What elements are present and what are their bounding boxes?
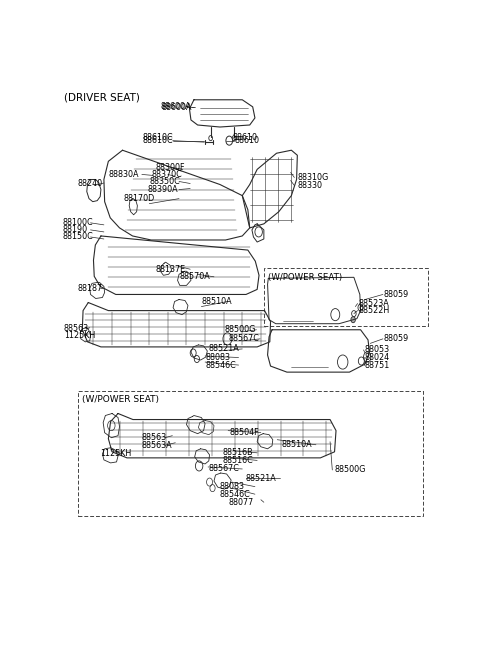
Text: 88310G: 88310G	[297, 173, 329, 182]
Text: 88059: 88059	[384, 334, 409, 343]
Text: 88240: 88240	[78, 179, 103, 187]
Text: 88567C: 88567C	[228, 334, 259, 343]
Text: 88059: 88059	[384, 290, 409, 299]
Text: 88137E: 88137E	[155, 265, 185, 274]
Text: 88083: 88083	[220, 482, 245, 491]
Circle shape	[351, 316, 355, 323]
Text: 88521A: 88521A	[245, 474, 276, 483]
Text: 88563: 88563	[64, 324, 89, 333]
Text: 88150C: 88150C	[63, 233, 94, 242]
Text: 88504F: 88504F	[229, 428, 259, 437]
Text: 88024: 88024	[364, 353, 389, 362]
Text: 88330: 88330	[297, 181, 323, 190]
Text: 88521A: 88521A	[209, 345, 240, 354]
Text: 88563: 88563	[142, 433, 167, 442]
Text: 88516B: 88516B	[222, 448, 253, 457]
Text: 88830A: 88830A	[108, 170, 139, 179]
Text: 88390A: 88390A	[147, 185, 178, 194]
Text: 88370C: 88370C	[152, 170, 182, 179]
Text: 88077: 88077	[229, 498, 254, 507]
Text: 1125KH: 1125KH	[100, 449, 132, 458]
Text: 88510A: 88510A	[202, 297, 232, 306]
Text: 88053: 88053	[364, 345, 389, 354]
Text: 88546C: 88546C	[220, 490, 251, 498]
Text: 88567C: 88567C	[208, 464, 239, 474]
Text: 88610C: 88610C	[143, 132, 173, 141]
Text: 88522H: 88522H	[359, 306, 390, 315]
Text: 88500G: 88500G	[225, 326, 256, 334]
Text: 88100C: 88100C	[63, 218, 94, 227]
Text: 88350C: 88350C	[149, 177, 180, 186]
Text: (W/POWER SEAT): (W/POWER SEAT)	[83, 396, 159, 404]
Text: 1125KH: 1125KH	[64, 331, 95, 341]
Text: 88500G: 88500G	[335, 466, 366, 474]
Text: 88563A: 88563A	[142, 441, 172, 450]
Text: 88523A: 88523A	[359, 299, 389, 308]
Text: (W/POWER SEAT): (W/POWER SEAT)	[268, 272, 342, 282]
Text: 88570A: 88570A	[179, 272, 210, 281]
Text: 88300F: 88300F	[156, 163, 185, 172]
Text: 88190: 88190	[63, 225, 88, 234]
Text: 88187: 88187	[78, 284, 103, 293]
Text: 88751: 88751	[364, 360, 390, 369]
Text: 88170D: 88170D	[123, 194, 155, 203]
Text: 88600A: 88600A	[160, 102, 191, 111]
Text: 88510A: 88510A	[282, 440, 312, 449]
Text: 88546C: 88546C	[205, 360, 236, 369]
Bar	[78, 391, 423, 516]
Text: 88600A: 88600A	[162, 103, 192, 113]
Text: (DRIVER SEAT): (DRIVER SEAT)	[64, 93, 140, 103]
Bar	[264, 268, 428, 326]
Text: 88083: 88083	[205, 353, 230, 362]
Text: 88610: 88610	[233, 132, 258, 141]
Text: 88610: 88610	[234, 136, 259, 145]
Text: 88610C: 88610C	[142, 136, 173, 145]
Text: 88516C: 88516C	[222, 456, 253, 465]
